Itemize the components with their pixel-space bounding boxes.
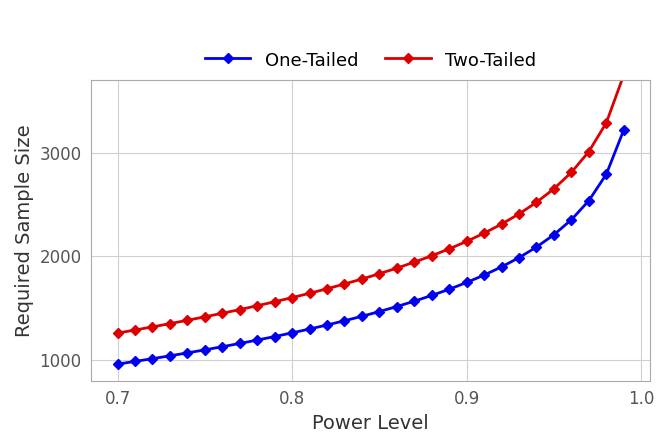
Two-Tailed — [358, 276, 366, 282]
Two-Tailed — [567, 170, 576, 175]
One-Tailed — [515, 255, 523, 260]
One-Tailed — [410, 298, 418, 304]
One-Tailed — [218, 344, 226, 349]
One-Tailed — [113, 362, 121, 367]
One-Tailed — [236, 341, 244, 346]
Two-Tailed — [375, 271, 383, 276]
One-Tailed — [323, 322, 331, 327]
Two-Tailed — [585, 149, 593, 154]
Two-Tailed — [288, 295, 296, 300]
Two-Tailed — [306, 291, 314, 296]
Two-Tailed — [218, 310, 226, 316]
Two-Tailed — [602, 120, 610, 125]
Two-Tailed — [533, 200, 541, 205]
One-Tailed — [306, 326, 314, 332]
Two-Tailed — [184, 318, 192, 323]
Two-Tailed — [271, 299, 279, 305]
One-Tailed — [550, 232, 558, 237]
Two-Tailed — [463, 239, 471, 244]
Two-Tailed — [201, 314, 209, 319]
Two-Tailed — [323, 286, 331, 292]
Two-Tailed — [393, 265, 401, 271]
One-Tailed — [533, 245, 541, 250]
Two-Tailed — [236, 307, 244, 312]
One-Tailed — [585, 198, 593, 203]
Two-Tailed — [620, 72, 628, 78]
One-Tailed — [445, 287, 453, 292]
One-Tailed — [480, 272, 488, 278]
One-Tailed — [498, 264, 506, 270]
Two-Tailed — [515, 211, 523, 217]
One-Tailed — [602, 172, 610, 177]
Y-axis label: Required Sample Size: Required Sample Size — [15, 124, 34, 337]
X-axis label: Power Level: Power Level — [312, 414, 429, 433]
Two-Tailed — [445, 246, 453, 251]
One-Tailed — [358, 314, 366, 319]
Two-Tailed — [253, 303, 261, 308]
Line: Two-Tailed: Two-Tailed — [114, 72, 627, 336]
Two-Tailed — [131, 327, 139, 333]
Two-Tailed — [410, 259, 418, 265]
One-Tailed — [288, 330, 296, 336]
One-Tailed — [427, 293, 436, 298]
One-Tailed — [253, 337, 261, 343]
Two-Tailed — [550, 186, 558, 191]
Two-Tailed — [113, 330, 121, 336]
Two-Tailed — [498, 221, 506, 227]
Two-Tailed — [427, 253, 436, 258]
One-Tailed — [375, 309, 383, 314]
Two-Tailed — [340, 281, 348, 287]
Legend: One-Tailed, Two-Tailed: One-Tailed, Two-Tailed — [198, 44, 543, 77]
Line: One-Tailed: One-Tailed — [114, 126, 627, 367]
One-Tailed — [340, 318, 348, 323]
Two-Tailed — [480, 230, 488, 236]
One-Tailed — [184, 350, 192, 356]
One-Tailed — [131, 359, 139, 364]
One-Tailed — [620, 127, 628, 133]
Two-Tailed — [149, 324, 157, 330]
One-Tailed — [463, 280, 471, 285]
One-Tailed — [567, 217, 576, 222]
One-Tailed — [393, 304, 401, 309]
Two-Tailed — [166, 321, 174, 326]
One-Tailed — [201, 347, 209, 353]
One-Tailed — [149, 356, 157, 362]
One-Tailed — [166, 353, 174, 358]
One-Tailed — [271, 334, 279, 339]
